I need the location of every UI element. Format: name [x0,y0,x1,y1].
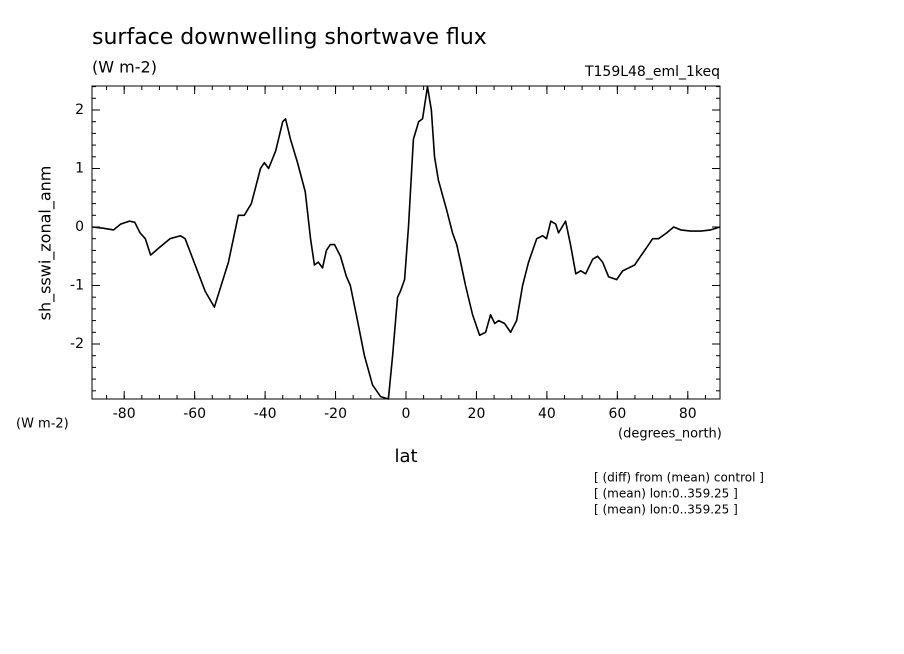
x-tick-label: 20 [468,406,486,422]
dataset: T159L48_eml_1keq [584,64,720,80]
note: [ (diff) from (mean) control ] [594,471,764,485]
x-tick-label: 40 [538,406,556,422]
y-tick-label: -2 [70,336,84,352]
y-tick-label: 1 [75,160,84,176]
x-tick-label: 60 [608,406,626,422]
note: [ (mean) lon:0..359.25 ] [594,503,738,517]
x-tick-label: 0 [402,406,411,422]
x-tick-label: 80 [679,406,697,422]
x-tick-label: -80 [113,406,136,422]
y-tick-label: -1 [70,278,84,294]
x-units: (degrees_north) [618,427,722,442]
units: (W m-2) [92,58,157,77]
chart-title: surface downwelling shortwave flux [92,25,487,50]
y-units: (W m-2) [16,417,69,432]
x-tick-label: -60 [183,406,206,422]
note: [ (mean) lon:0..359.25 ] [594,487,738,501]
data-line [92,85,721,400]
x-axis-label: lat [394,446,417,467]
y-axis-label: sh_sswi_zonal_anm [36,166,56,321]
x-tick-label: -20 [324,406,347,422]
y-tick-label: 0 [75,219,84,235]
x-tick-label: -40 [254,406,277,422]
y-tick-label: 2 [75,102,84,118]
